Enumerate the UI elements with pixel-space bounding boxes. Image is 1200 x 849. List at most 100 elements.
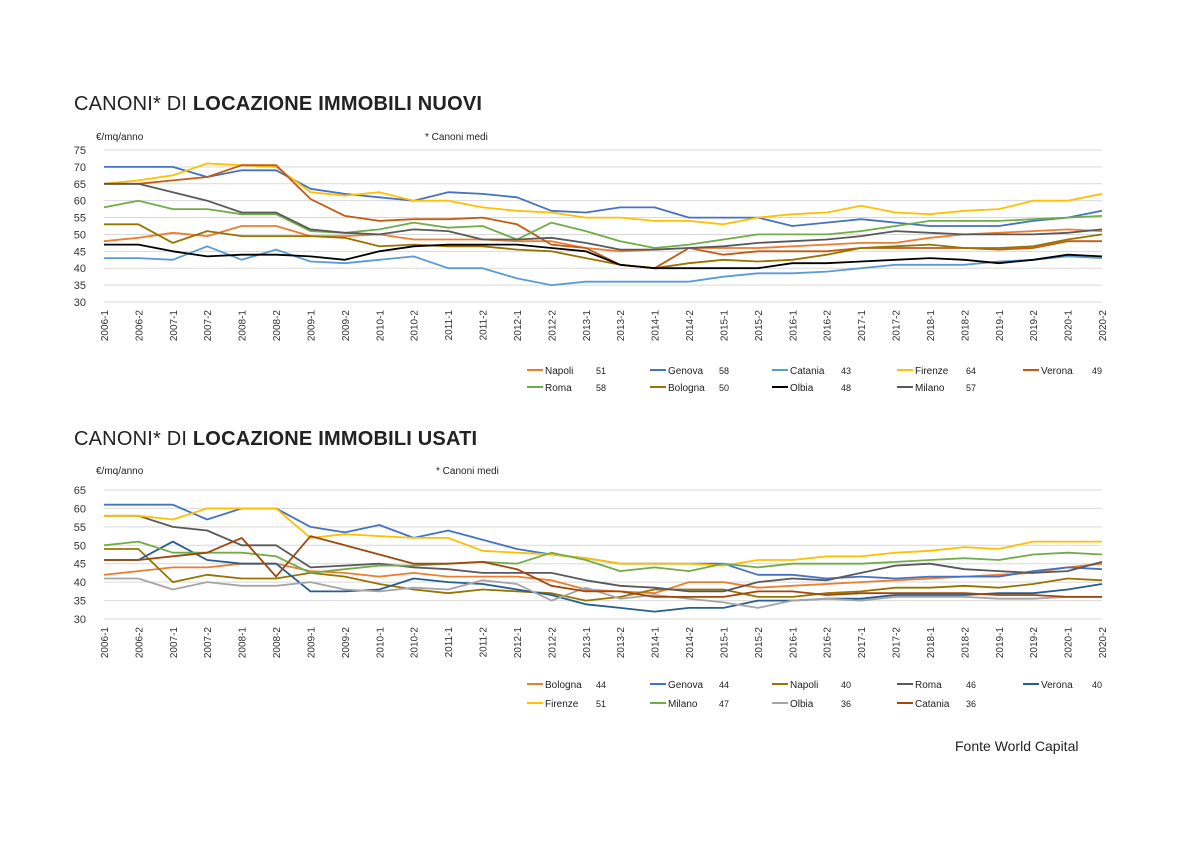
legend-value: 47 (719, 699, 729, 709)
x-tick-label: 2013-1 (582, 627, 593, 659)
series-line-napoli (104, 548, 1103, 602)
x-tick-label: 2010-1 (375, 310, 386, 342)
legend-name: Olbia (790, 383, 814, 394)
x-tick-label: 2018-2 (960, 627, 971, 659)
legend-value: 48 (841, 383, 851, 393)
legend-name: Milano (915, 383, 945, 394)
x-tick-label: 2013-2 (616, 627, 627, 659)
legend-name: Verona (1041, 366, 1073, 377)
x-tick-label: 2014-1 (651, 310, 662, 342)
x-tick-label: 2011-2 (479, 310, 490, 341)
legend-value: 36 (841, 699, 851, 709)
chart-2-title: CANONI* DI LOCAZIONE IMMOBILI USATI (74, 428, 477, 451)
x-tick-label: 2012-2 (547, 310, 558, 342)
legend-name: Napoli (790, 680, 818, 691)
chart-2-unit-label: €/mq/anno (96, 466, 144, 477)
chart-2-title-prefix: CANONI* DI (74, 428, 193, 450)
y-tick-label: 40 (74, 263, 86, 275)
series-line-milano (104, 182, 1103, 251)
x-tick-label: 2009-1 (306, 310, 317, 342)
y-tick-label: 55 (74, 522, 86, 534)
series-line-catania (104, 245, 1103, 287)
legend-name: Genova (668, 366, 703, 377)
x-tick-label: 2012-2 (547, 627, 558, 659)
series-line-genova (104, 165, 1103, 227)
y-tick-label: 55 (74, 213, 86, 225)
x-tick-label: 2006-2 (134, 627, 145, 659)
legend-name: Genova (668, 680, 703, 691)
legend-name: Roma (545, 383, 572, 394)
y-tick-label: 30 (74, 614, 86, 626)
legend-value: 57 (966, 383, 976, 393)
series-line-bologna (104, 223, 1103, 270)
y-tick-label: 60 (74, 503, 86, 515)
x-tick-label: 2007-2 (203, 310, 214, 342)
x-tick-label: 2015-2 (754, 310, 765, 342)
x-tick-label: 2006-1 (100, 627, 111, 659)
x-tick-label: 2010-2 (410, 310, 421, 342)
y-tick-label: 50 (74, 540, 86, 552)
legend-value: 44 (596, 680, 606, 690)
x-tick-label: 2009-2 (341, 310, 352, 342)
chart-1-title-prefix: CANONI* DI (74, 93, 193, 115)
x-tick-label: 2019-2 (1029, 310, 1040, 342)
x-tick-label: 2018-1 (926, 627, 937, 659)
x-tick-label: 2014-1 (651, 627, 662, 659)
legend-name: Catania (915, 699, 950, 710)
series-line-firenze (103, 162, 1103, 226)
chart-1-note: * Canoni medi (425, 132, 488, 143)
legend-name: Catania (790, 366, 825, 377)
series-line-verona (104, 540, 1103, 613)
legend-value: 50 (719, 383, 729, 393)
y-tick-label: 35 (74, 596, 86, 608)
series-line-verona (104, 164, 1102, 270)
legend-name: Firenze (545, 699, 579, 710)
y-tick-label: 70 (74, 162, 86, 174)
x-tick-label: 2020-1 (1064, 627, 1075, 659)
x-tick-label: 2014-2 (685, 627, 696, 659)
series-line-roma (104, 514, 1103, 593)
legend-name: Napoli (545, 366, 573, 377)
x-tick-label: 2010-2 (410, 627, 421, 659)
legend-name: Verona (1041, 680, 1073, 691)
legend-value: 46 (966, 680, 976, 690)
x-tick-label: 2011-2 (479, 627, 490, 658)
x-tick-label: 2019-2 (1029, 627, 1040, 659)
legend-name: Bologna (545, 680, 582, 691)
chart-1: 30 35 40 45 50 55 60 65 70 75 2006-1 2006-2 2007-1 20… (74, 145, 1109, 394)
x-tick-label: 2006-2 (134, 310, 145, 342)
y-tick-label: 45 (74, 559, 86, 571)
x-tick-label: 2016-2 (823, 310, 834, 342)
x-tick-label: 2019-1 (995, 627, 1006, 659)
x-tick-label: 2017-2 (892, 627, 903, 659)
series-line-milano (103, 540, 1103, 574)
x-tick-label: 2006-1 (100, 310, 111, 342)
legend-name: Bologna (668, 383, 705, 394)
x-tick-label: 2009-1 (306, 627, 317, 659)
x-tick-label: 2012-1 (513, 627, 524, 659)
legend-value: 43 (841, 366, 851, 376)
series-line-olbia (104, 243, 1103, 270)
x-tick-label: 2017-1 (857, 627, 868, 659)
series-line-roma (103, 199, 1103, 249)
legend-value: 40 (1092, 680, 1102, 690)
x-tick-label: 2008-1 (238, 627, 249, 659)
legend-value: 58 (719, 366, 729, 376)
chart-2-note: * Canoni medi (436, 466, 499, 477)
legend-value: 49 (1092, 366, 1102, 376)
legend-value: 40 (841, 680, 851, 690)
x-tick-label: 2017-1 (857, 310, 868, 342)
chart-2-title-bold: LOCAZIONE IMMOBILI USATI (192, 428, 478, 450)
x-tick-label: 2016-2 (823, 627, 834, 659)
chart-1-unit-label: €/mq/anno (96, 132, 144, 143)
series-line-firenze (104, 507, 1102, 567)
legend-value: 64 (966, 366, 976, 376)
x-tick-label: 2016-1 (788, 310, 799, 342)
x-tick-label: 2018-2 (960, 310, 971, 342)
x-tick-label: 2019-1 (995, 310, 1006, 342)
legend-value: 51 (596, 366, 606, 376)
x-tick-label: 2007-1 (169, 310, 180, 342)
y-tick-label: 30 (74, 297, 86, 309)
x-tick-label: 2011-1 (444, 310, 455, 341)
